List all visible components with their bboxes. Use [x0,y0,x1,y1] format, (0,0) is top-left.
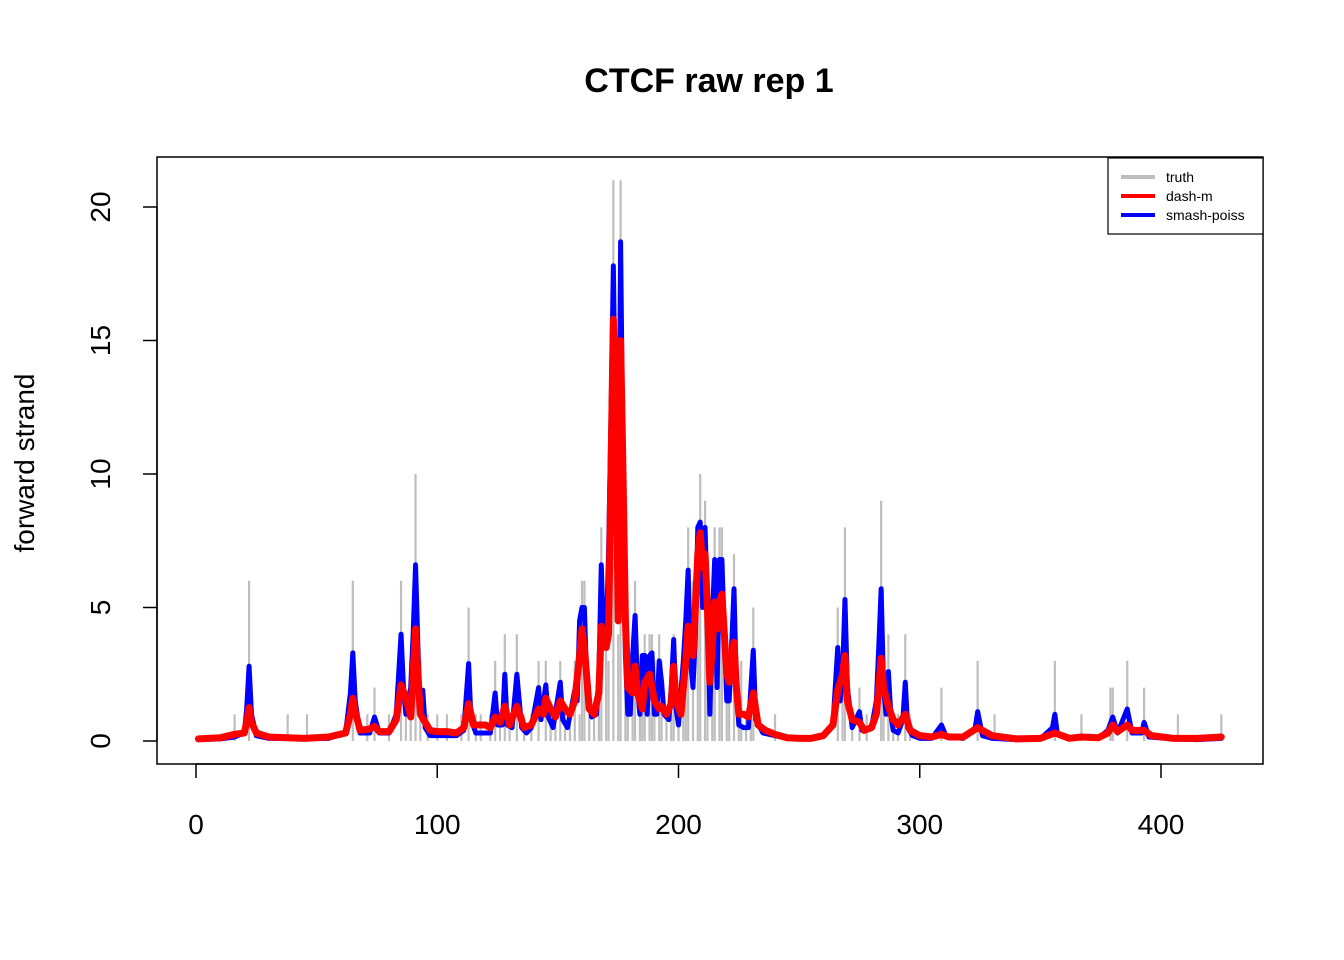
legend: truth dash-m smash-poiss [1107,157,1264,235]
line-series [194,239,1225,743]
y-tick-label: 15 [85,325,116,356]
y-axis-label: forward strand [9,374,40,553]
x-tick-label: 100 [414,809,461,840]
legend-label-dash-m: dash-m [1166,188,1213,204]
y-axis: 0 5 10 15 20 [85,191,158,749]
legend-label-smash-poiss: smash-poiss [1166,207,1245,223]
y-tick-label: 10 [85,458,116,489]
x-tick-label: 200 [655,809,702,840]
y-tick-label: 5 [85,600,116,616]
dash-m-line [194,315,1225,743]
chart-title: CTCF raw rep 1 [584,62,833,100]
x-axis: 0 100 200 300 400 [188,763,1185,840]
x-tick-label: 0 [188,809,204,840]
legend-label-truth: truth [1166,169,1194,185]
y-tick-label: 0 [85,733,116,749]
x-tick-label: 400 [1138,809,1185,840]
x-tick-label: 300 [896,809,943,840]
y-tick-label: 20 [85,191,116,222]
